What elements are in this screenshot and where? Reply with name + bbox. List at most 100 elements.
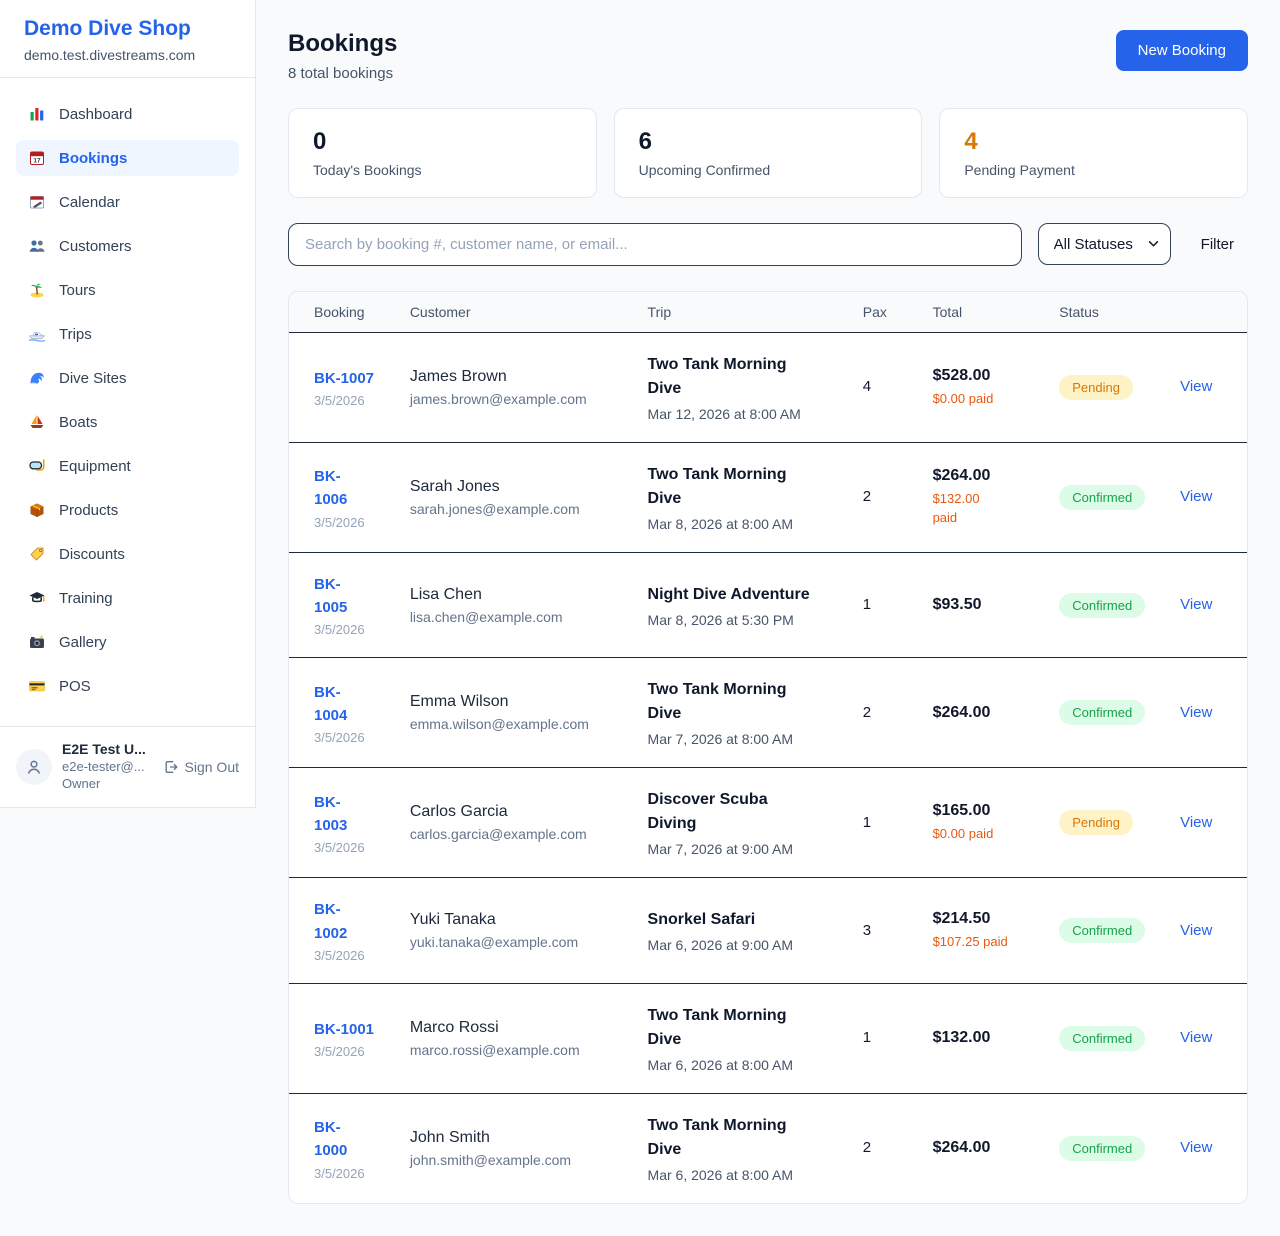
customer-name: John Smith <box>409 1128 490 1146</box>
view-link[interactable]: View <box>1180 703 1213 721</box>
booking-date: 3/5/2026 <box>314 514 365 530</box>
filter-button[interactable]: Filter <box>1200 235 1234 253</box>
booking-link[interactable]: BK-1007 <box>314 369 375 387</box>
booking-link[interactable]: BK- 1006 <box>314 468 348 509</box>
customer-name: James Brown <box>409 367 507 385</box>
sidebar-item-dive-sites[interactable]: Dive Sites <box>16 360 239 396</box>
paid-amount: $107.25 paid <box>932 933 1008 949</box>
sailboat-icon <box>28 413 46 431</box>
stat-card-upcoming-confirmed: 6 Upcoming Confirmed <box>613 108 923 198</box>
stat-card-pending-payment: 4 Pending Payment <box>939 108 1248 198</box>
user-meta: E2E Test U... e2e-tester@... Owner <box>62 741 153 793</box>
booking-link[interactable]: BK- 1005 <box>314 575 348 617</box>
search-input[interactable] <box>288 222 1022 266</box>
customer-name: Emma Wilson <box>409 693 509 711</box>
sidebar-item-equipment[interactable]: Equipment <box>16 448 239 484</box>
status-filter-select[interactable]: All Statuses <box>1037 223 1171 266</box>
trip-datetime: Mar 7, 2026 at 8:00 AM <box>647 731 794 748</box>
sidebar-item-customers[interactable]: Customers <box>16 228 239 264</box>
sidebar-item-boats[interactable]: Boats <box>16 404 239 440</box>
shop-domain: demo.test.divestreams.com <box>24 47 196 63</box>
pax-count: 4 <box>862 378 872 396</box>
customer-name: Yuki Tanaka <box>409 911 496 929</box>
view-link[interactable]: View <box>1180 596 1213 614</box>
pax-count: 1 <box>862 813 872 831</box>
bookings-table: Booking Customer Trip Pax Total Status B… <box>289 291 1247 1203</box>
status-filter-wrap: All Statuses <box>1037 223 1171 266</box>
sidebar-item-tours[interactable]: Tours <box>16 272 239 308</box>
status-badge: Confirmed <box>1059 700 1146 726</box>
table-body: BK-1007 3/5/2026 James Brown james.brown… <box>289 332 1247 1203</box>
sidebar-item-label: Dashboard <box>59 105 133 123</box>
speedboat-icon <box>28 325 46 343</box>
pax-count: 1 <box>862 596 872 614</box>
paid-amount: $132.00 paid <box>932 490 980 526</box>
sidebar-item-gallery[interactable]: Gallery <box>16 624 239 660</box>
sidebar-item-pos[interactable]: POS <box>16 668 239 704</box>
total-amount: $165.00 <box>932 802 991 820</box>
island-icon <box>28 281 46 299</box>
sidebar-item-products[interactable]: Products <box>16 492 239 528</box>
stats-cards: 0 Today's Bookings 6 Upcoming Confirmed … <box>288 108 1248 198</box>
calendar-icon <box>28 193 46 211</box>
table-row: BK-1001 3/5/2026 Marco Rossi marco.rossi… <box>289 983 1247 1093</box>
booking-link[interactable]: BK-1001 <box>314 1020 375 1038</box>
stat-value: 4 <box>964 128 978 155</box>
sidebar-item-calendar[interactable]: Calendar <box>16 184 239 220</box>
customer-email: john.smith@example.com <box>409 1151 572 1168</box>
sidebar-item-label: Calendar <box>59 193 120 211</box>
sidebar-item-dashboard[interactable]: Dashboard <box>16 96 239 132</box>
status-badge: Pending <box>1059 374 1133 400</box>
view-link[interactable]: View <box>1180 378 1213 396</box>
col-customer: Customer <box>401 291 640 333</box>
status-badge: Confirmed <box>1059 1025 1146 1051</box>
booking-date: 3/5/2026 <box>314 947 365 963</box>
stat-value: 6 <box>638 128 653 155</box>
paid-amount: $0.00 paid <box>932 826 994 842</box>
sidebar-item-discounts[interactable]: Discounts <box>16 536 239 572</box>
table-row: BK- 1000 3/5/2026 John Smith john.smith@… <box>289 1093 1247 1203</box>
user-name: E2E Test U... <box>62 741 146 757</box>
trip-name: Snorkel Safari <box>647 911 756 929</box>
shop-name: Demo Dive Shop <box>24 17 191 40</box>
sign-out-button[interactable]: Sign Out <box>163 759 239 775</box>
sidebar-item-trips[interactable]: Trips <box>16 316 239 352</box>
status-badge: Confirmed <box>1059 484 1146 510</box>
booking-link[interactable]: BK- 1003 <box>314 793 348 834</box>
total-amount: $264.00 <box>932 703 991 721</box>
view-link[interactable]: View <box>1180 488 1213 506</box>
view-link[interactable]: View <box>1180 1029 1213 1047</box>
booking-date: 3/5/2026 <box>314 1043 365 1059</box>
trip-datetime: Mar 6, 2026 at 9:00 AM <box>647 937 794 954</box>
booking-link[interactable]: BK- 1000 <box>314 1119 348 1160</box>
sidebar-item-label: Dive Sites <box>59 369 127 387</box>
sidebar-item-bookings[interactable]: 17 Bookings <box>16 140 239 176</box>
col-actions <box>1172 291 1247 333</box>
view-link[interactable]: View <box>1180 813 1213 831</box>
booking-link[interactable]: BK- 1002 <box>314 901 348 942</box>
trip-datetime: Mar 6, 2026 at 8:00 AM <box>647 1056 794 1073</box>
sidebar-item-training[interactable]: Training <box>16 580 239 616</box>
page-title: Bookings <box>288 30 398 57</box>
customer-name: Carlos Garcia <box>409 803 508 821</box>
col-booking: Booking <box>289 291 402 333</box>
booking-link[interactable]: BK- 1004 <box>314 683 348 724</box>
trip-datetime: Mar 12, 2026 at 8:00 AM <box>647 405 801 422</box>
new-booking-button[interactable]: New Booking <box>1115 30 1248 71</box>
booking-date: 3/5/2026 <box>314 1165 365 1181</box>
page-title-block: Bookings 8 total bookings <box>288 30 397 82</box>
bar-chart-icon <box>28 105 46 123</box>
col-status: Status <box>1051 291 1173 333</box>
status-badge: Confirmed <box>1059 1135 1146 1161</box>
total-amount: $132.00 <box>932 1029 991 1047</box>
view-link[interactable]: View <box>1180 1139 1213 1157</box>
table-row: BK- 1005 3/5/2026 Lisa Chen lisa.chen@ex… <box>289 552 1247 658</box>
customer-name: Sarah Jones <box>409 477 500 495</box>
stat-label: Pending Payment <box>964 161 1075 178</box>
view-link[interactable]: View <box>1180 921 1213 939</box>
sidebar-item-label: Products <box>59 501 119 519</box>
customer-email: lisa.chen@example.com <box>409 608 563 625</box>
status-badge: Confirmed <box>1059 592 1146 618</box>
sidebar-item-label: Bookings <box>59 149 128 167</box>
